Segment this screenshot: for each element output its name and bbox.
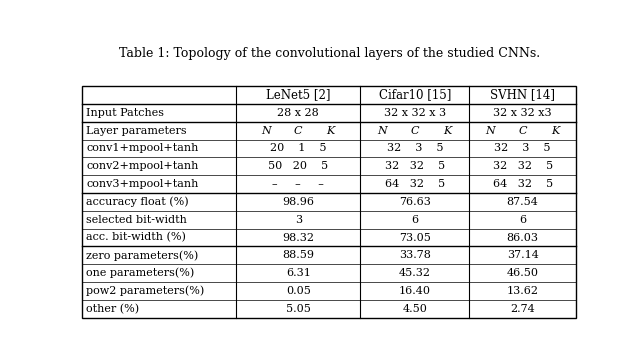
Text: N: N — [486, 126, 495, 136]
Text: C: C — [410, 126, 419, 136]
Text: N: N — [261, 126, 271, 136]
Text: accuracy float (%): accuracy float (%) — [86, 197, 189, 207]
Text: K: K — [443, 126, 451, 136]
Text: 45.32: 45.32 — [399, 268, 431, 278]
Text: 73.05: 73.05 — [399, 233, 431, 243]
Text: 32   32    5: 32 32 5 — [385, 161, 445, 171]
Text: conv3+mpool+tanh: conv3+mpool+tanh — [86, 179, 199, 189]
Text: zero parameters(%): zero parameters(%) — [86, 250, 198, 261]
Text: Layer parameters: Layer parameters — [86, 126, 187, 136]
Text: C: C — [294, 126, 303, 136]
Text: conv2+mpool+tanh: conv2+mpool+tanh — [86, 161, 199, 171]
Text: LeNet5 [2]: LeNet5 [2] — [266, 89, 330, 102]
Text: 20    1    5: 20 1 5 — [270, 144, 326, 153]
Text: selected bit-width: selected bit-width — [86, 215, 188, 225]
Text: 46.50: 46.50 — [507, 268, 539, 278]
Text: 6.31: 6.31 — [286, 268, 310, 278]
Text: other (%): other (%) — [86, 303, 140, 314]
Text: conv1+mpool+tanh: conv1+mpool+tanh — [86, 144, 199, 153]
Text: 6: 6 — [519, 215, 526, 225]
Text: 5.05: 5.05 — [286, 304, 310, 314]
Text: K: K — [326, 126, 335, 136]
Text: 50   20    5: 50 20 5 — [268, 161, 328, 171]
Text: 3: 3 — [294, 215, 302, 225]
Text: 88.59: 88.59 — [282, 250, 314, 260]
Text: Cifar10 [15]: Cifar10 [15] — [379, 89, 451, 102]
Text: 98.96: 98.96 — [282, 197, 314, 207]
Text: 64   32    5: 64 32 5 — [385, 179, 445, 189]
Text: 2.74: 2.74 — [510, 304, 535, 314]
Text: 32    3    5: 32 3 5 — [495, 144, 551, 153]
Text: K: K — [551, 126, 559, 136]
Text: 32   32    5: 32 32 5 — [493, 161, 553, 171]
Text: 33.78: 33.78 — [399, 250, 431, 260]
Text: 37.14: 37.14 — [507, 250, 539, 260]
Text: Input Patches: Input Patches — [86, 108, 164, 118]
Text: 6: 6 — [412, 215, 419, 225]
Text: 87.54: 87.54 — [507, 197, 539, 207]
Text: 76.63: 76.63 — [399, 197, 431, 207]
Text: –     –     –: – – – — [272, 179, 324, 189]
Text: N: N — [378, 126, 387, 136]
Text: acc. bit-width (%): acc. bit-width (%) — [86, 232, 186, 243]
Text: Table 1: Topology of the convolutional layers of the studied CNNs.: Table 1: Topology of the convolutional l… — [118, 48, 540, 60]
Text: 13.62: 13.62 — [507, 286, 539, 296]
Text: 16.40: 16.40 — [399, 286, 431, 296]
Text: 32 x 32 x3: 32 x 32 x3 — [493, 108, 552, 118]
Text: C: C — [518, 126, 527, 136]
Text: 32    3    5: 32 3 5 — [387, 144, 443, 153]
Text: 4.50: 4.50 — [403, 304, 428, 314]
Text: 28 x 28: 28 x 28 — [277, 108, 319, 118]
Text: 32 x 32 x 3: 32 x 32 x 3 — [384, 108, 446, 118]
Text: pow2 parameters(%): pow2 parameters(%) — [86, 285, 205, 296]
Text: one parameters(%): one parameters(%) — [86, 268, 195, 278]
Text: 64   32    5: 64 32 5 — [493, 179, 553, 189]
Text: SVHN [14]: SVHN [14] — [490, 89, 555, 102]
Text: 86.03: 86.03 — [507, 233, 539, 243]
Text: 98.32: 98.32 — [282, 233, 314, 243]
Text: 0.05: 0.05 — [286, 286, 310, 296]
